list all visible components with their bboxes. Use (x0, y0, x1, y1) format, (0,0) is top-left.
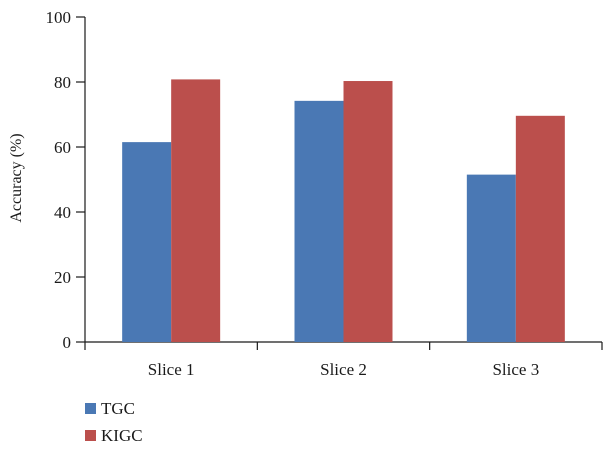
x-axis-ticks (84, 342, 603, 350)
bar-kigc-1 (171, 79, 221, 343)
x-category-label: Slice 3 (492, 360, 539, 379)
y-axis-ticks: 0 20 40 60 80 100 (46, 8, 85, 352)
x-category-label: Slice 1 (148, 360, 195, 379)
bar-tgc-1 (122, 142, 172, 342)
legend: TGC KIGC (85, 399, 143, 445)
bar-kigc-2 (343, 81, 393, 343)
y-tick-label: 0 (63, 333, 72, 352)
y-tick-label: 20 (54, 268, 71, 287)
y-tick-label: 100 (46, 8, 72, 27)
y-tick-label: 80 (54, 73, 71, 92)
x-category-label: Slice 2 (320, 360, 367, 379)
y-axis-title: Accuracy (%) (8, 133, 25, 222)
y-tick-label: 40 (54, 203, 71, 222)
category-labels: Slice 1 Slice 2 Slice 3 (148, 360, 539, 379)
bar-kigc-3 (515, 115, 565, 342)
legend-swatch-tgc (85, 403, 96, 414)
bar-tgc-3 (466, 174, 516, 342)
bars-group (122, 79, 565, 343)
legend-swatch-kigc (85, 430, 96, 441)
legend-label-tgc: TGC (101, 399, 135, 418)
bar-tgc-2 (294, 100, 344, 342)
legend-label-kigc: KIGC (101, 426, 143, 445)
y-tick-label: 60 (54, 138, 71, 157)
